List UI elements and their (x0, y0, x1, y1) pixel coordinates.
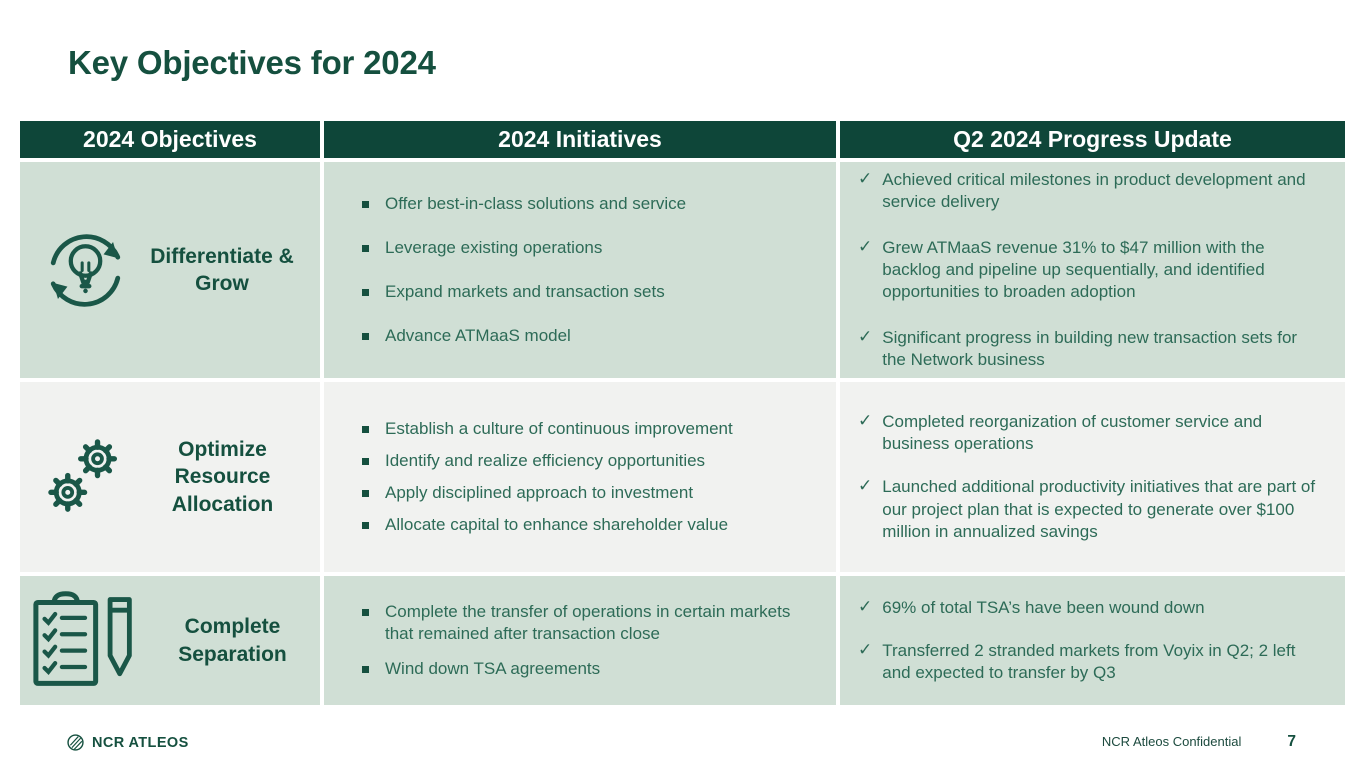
objective-label: Complete Separation (178, 615, 287, 666)
gears-icon (38, 429, 134, 525)
progress-text: Launched additional productivity initiat… (882, 477, 1316, 541)
initiative-text: Expand markets and transaction sets (385, 282, 665, 301)
square-bullet-icon (362, 200, 369, 208)
progress-item: ✓ Launched additional productivity initia… (858, 476, 1321, 542)
progress-item: ✓ Grew ATMaaS revenue 31% to $47 million … (858, 237, 1321, 303)
progress-item: ✓ 69% of total TSA’s have been wound down (858, 597, 1321, 619)
initiative-text: Offer best-in-class solutions and servic… (385, 193, 687, 213)
initiatives-cell-row2: Establish a culture of continuous improv… (324, 382, 836, 572)
progress-text: Achieved critical milestones in product … (882, 169, 1306, 211)
initiative-text: Identify and realize efficiency opportun… (385, 450, 706, 470)
initiative-text: Advance ATMaaS model (385, 326, 571, 346)
progress-list: ✓ Achieved critical milestones in product… (840, 169, 1345, 372)
initiative-item: Allocate capital to enhance shareholder … (362, 514, 822, 536)
initiatives-cell-row3: Complete the transfer of operations in c… (324, 576, 836, 705)
initiatives-list: Offer best-in-class solutions and servic… (324, 193, 836, 347)
objective-cell-optimize-resource: Optimize Resource Allocation (20, 382, 320, 572)
progress-item: ✓ Achieved critical milestones in product… (858, 169, 1321, 213)
brand-name: NCR ATLEOS (92, 734, 189, 751)
square-bullet-icon (362, 490, 369, 497)
progress-text: 69% of total TSA’s have been wound down (882, 597, 1205, 617)
footer-meta: NCR Atleos Confidential 7 (1102, 733, 1296, 751)
progress-list: ✓ 69% of total TSA’s have been wound down… (840, 597, 1345, 684)
confidential-label: NCR Atleos Confidential (1101, 734, 1242, 749)
progress-cell-row2: ✓ Completed reorganization of customer se… (840, 382, 1345, 572)
progress-item: ✓ Transferred 2 stranded markets from Voy… (858, 640, 1321, 684)
objective-cell-differentiate-grow: Differentiate & Grow (20, 162, 320, 378)
initiative-item: Wind down TSA agreements (362, 658, 822, 680)
progress-list: ✓ Completed reorganization of customer se… (840, 411, 1345, 542)
progress-text: Grew ATMaaS revenue 31% to $47 million w… (882, 237, 1265, 302)
initiative-item: Apply disciplined approach to investment (362, 482, 822, 504)
initiative-text: Allocate capital to enhance shareholder … (385, 515, 729, 535)
square-bullet-icon (362, 457, 369, 465)
column-header-initiatives: 2024 Initiatives (324, 121, 836, 158)
page-title: Key Objectives for 2024 (68, 44, 436, 81)
initiative-text: Wind down TSA agreements (385, 658, 601, 678)
initiative-text: Establish a culture of continuous improv… (385, 418, 733, 438)
checkmark-icon: ✓ (858, 236, 873, 256)
globe-logo-icon (67, 734, 84, 751)
checkmark-icon: ✓ (858, 168, 873, 188)
checkmark-icon: ✓ (858, 411, 873, 431)
initiative-text: Apply disciplined approach to investment (385, 483, 694, 502)
initiative-item: Advance ATMaaS model (362, 325, 822, 347)
square-bullet-icon (362, 333, 369, 341)
clipboard-pencil-icon (33, 590, 132, 686)
square-bullet-icon (362, 665, 369, 673)
progress-text: Transferred 2 stranded markets from Voyi… (882, 640, 1296, 683)
square-bullet-icon (362, 289, 369, 296)
initiative-item: Establish a culture of continuous improv… (362, 418, 822, 440)
initiatives-cell-row1: Offer best-in-class solutions and servic… (324, 162, 836, 378)
square-bullet-icon (362, 609, 369, 617)
progress-item: ✓ Significant progress in building new tr… (858, 327, 1321, 371)
initiative-item: Offer best-in-class solutions and servic… (362, 193, 822, 215)
progress-cell-row3: ✓ 69% of total TSA’s have been wound down… (840, 576, 1345, 705)
progress-cell-row1: ✓ Achieved critical milestones in product… (840, 162, 1345, 378)
initiatives-list: Complete the transfer of operations in c… (324, 601, 836, 679)
initiative-item: Complete the transfer of operations in c… (362, 601, 822, 645)
objective-label: Optimize Resource Allocation (171, 438, 274, 516)
footer-brand: NCR ATLEOS (66, 733, 189, 752)
square-bullet-icon (362, 244, 369, 252)
progress-text: Completed reorganization of customer ser… (882, 412, 1263, 454)
lightbulb-cycle-icon (50, 233, 121, 307)
objectives-table: 2024 Objectives 2024 Initiatives Q2 2024… (20, 121, 1345, 705)
checkmark-icon: ✓ (858, 639, 873, 659)
square-bullet-icon (362, 522, 369, 530)
progress-item: ✓ Completed reorganization of customer se… (858, 411, 1321, 455)
page-number: 7 (1287, 733, 1296, 750)
initiative-text: Complete the transfer of operations in c… (385, 602, 791, 644)
initiative-item: Leverage existing operations (362, 237, 822, 259)
initiative-item: Expand markets and transaction sets (362, 281, 822, 303)
progress-text: Significant progress in building new tra… (882, 328, 1298, 370)
initiative-item: Identify and realize efficiency opportun… (362, 450, 822, 472)
column-header-progress: Q2 2024 Progress Update (840, 121, 1345, 158)
objective-cell-complete-separation: Complete Separation (20, 576, 320, 705)
square-bullet-icon (362, 425, 369, 433)
initiative-text: Leverage existing operations (385, 237, 603, 257)
checkmark-icon: ✓ (858, 596, 873, 616)
checkmark-icon: ✓ (858, 327, 873, 347)
column-header-objectives: 2024 Objectives (20, 121, 320, 158)
initiatives-list: Establish a culture of continuous improv… (324, 418, 836, 536)
checkmark-icon: ✓ (858, 476, 873, 496)
objective-label: Differentiate & Grow (150, 244, 294, 295)
